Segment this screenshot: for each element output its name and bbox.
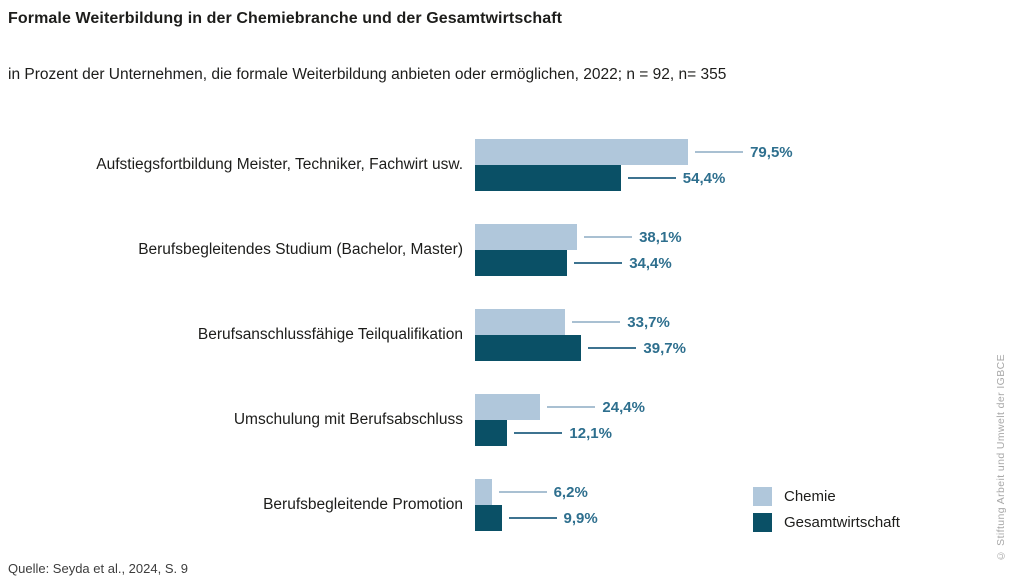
leader-line [572, 321, 621, 323]
leader-line [498, 491, 547, 493]
bar-gesamtwirtschaft [475, 505, 502, 531]
leader-line [627, 177, 676, 179]
bar-group: Umschulung mit Berufsabschluss 24,4% 12,1% [0, 394, 980, 446]
bar-row-gesamtwirtschaft: 39,7% [475, 335, 686, 361]
copyright-watermark: © Stiftung Arbeit und Umwelt der IGBCE [995, 354, 1007, 562]
leader-line [514, 432, 563, 434]
bar-row-gesamtwirtschaft: 54,4% [475, 165, 793, 191]
bar-gesamtwirtschaft [475, 165, 621, 191]
bar-row-chemie: 38,1% [475, 224, 682, 250]
legend: Chemie Gesamtwirtschaft [753, 486, 900, 538]
bar-pair: 6,2% 9,9% [475, 479, 598, 531]
leader-line [508, 517, 557, 519]
leader-line [695, 151, 744, 153]
bar-pair: 33,7% 39,7% [475, 309, 686, 361]
leader-line [547, 406, 596, 408]
bar-pair: 38,1% 34,4% [475, 224, 682, 276]
leader-line [584, 236, 633, 238]
value-label: 54,4% [682, 169, 726, 187]
bar-pair: 24,4% 12,1% [475, 394, 645, 446]
bar-chemie [475, 139, 689, 165]
bar-row-gesamtwirtschaft: 12,1% [475, 420, 645, 446]
legend-item-chemie: Chemie [753, 486, 900, 506]
legend-item-gesamtwirtschaft: Gesamtwirtschaft [753, 512, 900, 532]
value-label: 39,7% [643, 339, 686, 357]
value-label: 34,4% [629, 254, 672, 272]
leader-line [574, 262, 623, 264]
bar-row-chemie: 33,7% [475, 309, 686, 335]
bar-gesamtwirtschaft [475, 420, 508, 446]
legend-label-gesamtwirtschaft: Gesamtwirtschaft [784, 513, 900, 531]
value-label: 12,1% [569, 424, 612, 442]
bar-chart: Aufstiegsfortbildung Meister, Techniker,… [0, 139, 980, 564]
leader-line [588, 347, 637, 349]
bar-row-gesamtwirtschaft: 9,9% [475, 505, 598, 531]
source-note: Quelle: Seyda et al., 2024, S. 9 [8, 561, 188, 576]
value-label: 9,9% [563, 509, 598, 527]
bar-pair: 79,5% 54,4% [475, 139, 793, 191]
value-label: 6,2% [553, 483, 588, 501]
bar-chemie [475, 394, 541, 420]
bar-group: Aufstiegsfortbildung Meister, Techniker,… [0, 139, 980, 191]
bar-group: Berufsanschlussfähige Teilqualifikation 3… [0, 309, 980, 361]
legend-label-chemie: Chemie [784, 487, 836, 505]
bar-gesamtwirtschaft [475, 250, 568, 276]
chart-title: Formale Weiterbildung in der Chemiebranc… [8, 10, 563, 27]
chart-subtitle: in Prozent der Unternehmen, die formale … [8, 66, 727, 83]
bar-group: Berufsbegleitende Promotion 6,2% 9,9% [0, 479, 980, 531]
bar-row-chemie: 79,5% [475, 139, 793, 165]
value-label: 38,1% [639, 228, 682, 246]
bar-row-gesamtwirtschaft: 34,4% [475, 250, 682, 276]
legend-swatch-gesamtwirtschaft [753, 512, 772, 532]
category-label: Aufstiegsfortbildung Meister, Techniker,… [96, 156, 463, 174]
category-label: Berufsbegleitendes Studium (Bachelor, Ma… [138, 241, 463, 259]
bar-chemie [475, 224, 578, 250]
category-label: Berufsbegleitende Promotion [263, 496, 463, 514]
bar-row-chemie: 24,4% [475, 394, 645, 420]
category-label: Berufsanschlussfähige Teilqualifikation [197, 326, 463, 344]
bar-gesamtwirtschaft [475, 335, 582, 361]
bar-group: Berufsbegleitendes Studium (Bachelor, Ma… [0, 224, 980, 276]
bar-row-chemie: 6,2% [475, 479, 598, 505]
value-label: 79,5% [750, 143, 793, 161]
bar-chemie [475, 309, 566, 335]
bar-chemie [475, 479, 492, 505]
category-label: Umschulung mit Berufsabschluss [233, 411, 463, 429]
value-label: 33,7% [627, 313, 670, 331]
legend-swatch-chemie [753, 486, 772, 506]
value-label: 24,4% [602, 398, 645, 416]
